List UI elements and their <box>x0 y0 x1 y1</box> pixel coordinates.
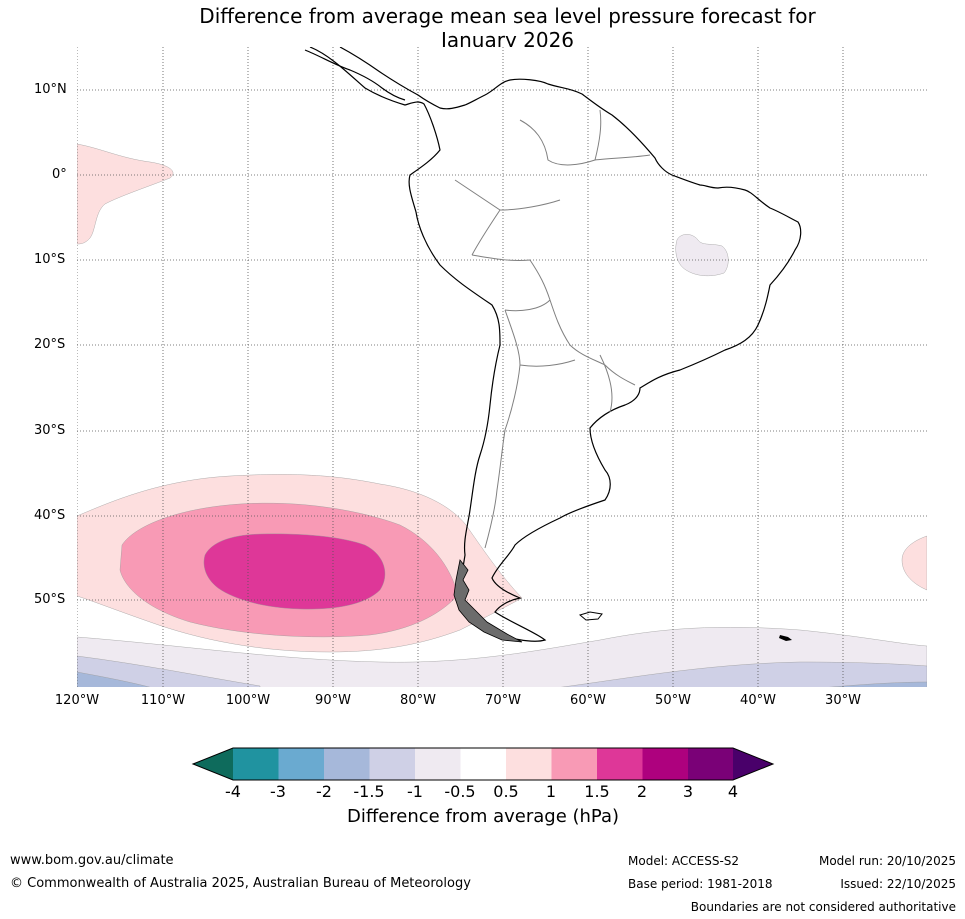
colorbar-segment <box>551 748 597 780</box>
lon-label-120w: 120°W <box>54 693 100 708</box>
south-america-coastline <box>309 47 802 642</box>
colorbar-segment <box>642 748 688 780</box>
lon-label-30w: 30°W <box>825 693 861 708</box>
colorbar-extend-high <box>733 748 773 780</box>
map-area <box>77 47 927 687</box>
anomaly-neg05-brazil <box>675 234 729 277</box>
anomaly-neg15-south-east <box>829 681 927 687</box>
colorbar-segment <box>369 748 415 780</box>
colorbar-tick-label: -2 <box>316 782 332 801</box>
colorbar <box>191 747 775 781</box>
anomaly-neg1-south <box>77 655 261 687</box>
model-name: Model: ACCESS-S2 <box>628 854 740 868</box>
lon-label-90w: 90°W <box>315 693 351 708</box>
colorbar-tick-label: 3 <box>682 782 694 801</box>
lon-label-40w: 40°W <box>740 693 776 708</box>
colorbar-tick-label: -4 <box>225 782 241 801</box>
website-link[interactable]: www.bom.gov.au/climate <box>10 853 174 868</box>
anomaly-p05-atlantic-east <box>901 535 927 591</box>
central-america-coastline <box>304 49 406 101</box>
colorbar-segment <box>415 748 461 780</box>
lat-label-30s: 30°S <box>34 423 66 438</box>
colorbar-tick-label: 1.5 <box>584 782 610 801</box>
colorbar-tick-label: 0.5 <box>493 782 519 801</box>
lat-label-10s: 10°S <box>34 252 66 267</box>
lon-label-80w: 80°W <box>400 693 436 708</box>
anomaly-p15-south-pacific <box>203 533 386 610</box>
colorbar-tick-label: -1.5 <box>353 782 385 801</box>
tierra-del-fuego <box>453 559 523 643</box>
lon-label-60w: 60°W <box>570 693 606 708</box>
south-atlantic-island <box>779 635 792 641</box>
title-line-1: Difference from average mean sea level p… <box>199 4 816 28</box>
colorbar-tick-label: 4 <box>727 782 739 801</box>
lat-label-20s: 20°S <box>34 337 66 352</box>
colorbar-extend-low <box>193 748 233 780</box>
model-run-date: Model run: 20/10/2025 <box>818 854 956 868</box>
lon-label-110w: 110°W <box>140 693 186 708</box>
anomaly-neg15-south <box>77 671 150 687</box>
lat-label-0: 0° <box>52 167 67 182</box>
country-borders <box>454 109 651 549</box>
colorbar-segment <box>460 748 506 780</box>
chart-title: Difference from average mean sea level p… <box>150 4 865 52</box>
colorbar-segment <box>278 748 324 780</box>
colorbar-tick-label: -1 <box>407 782 423 801</box>
colorbar-label: Difference from average (hPa) <box>346 806 620 827</box>
colorbar-tick-label: -3 <box>270 782 286 801</box>
base-period: Base period: 1981-2018 <box>628 877 773 891</box>
colorbar-segment <box>324 748 370 780</box>
lon-label-50w: 50°W <box>655 693 691 708</box>
copyright-text: © Commonwealth of Australia 2025, Austra… <box>10 876 471 891</box>
lat-label-10n: 10°N <box>34 82 67 97</box>
anomaly-p05-equator <box>77 143 174 245</box>
falkland-islands <box>578 611 603 621</box>
lon-label-100w: 100°W <box>225 693 271 708</box>
colorbar-tick-label: -0.5 <box>444 782 476 801</box>
gridlines <box>77 47 927 687</box>
colorbar-tick-label: 1 <box>545 782 557 801</box>
colorbar-segment <box>597 748 643 780</box>
colorbar-segment <box>506 748 552 780</box>
colorbar-segment <box>233 748 279 780</box>
colorbar-outline <box>191 747 775 781</box>
colorbar-segment <box>688 748 733 780</box>
issued-date: Issued: 22/10/2025 <box>840 877 956 891</box>
anomaly-neg1-south-east <box>561 661 927 687</box>
lon-label-70w: 70°W <box>485 693 521 708</box>
lat-label-40s: 40°S <box>34 508 66 523</box>
colorbar-tick-label: 2 <box>636 782 648 801</box>
lat-label-50s: 50°S <box>34 592 66 607</box>
boundaries-disclaimer: Boundaries are not considered authoritat… <box>690 900 956 914</box>
